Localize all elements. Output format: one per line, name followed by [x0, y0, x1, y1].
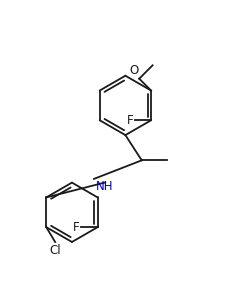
Text: F: F [73, 221, 79, 234]
Text: NH: NH [95, 180, 112, 193]
Text: O: O [128, 65, 138, 77]
Text: F: F [126, 114, 133, 127]
Text: Cl: Cl [49, 244, 61, 257]
